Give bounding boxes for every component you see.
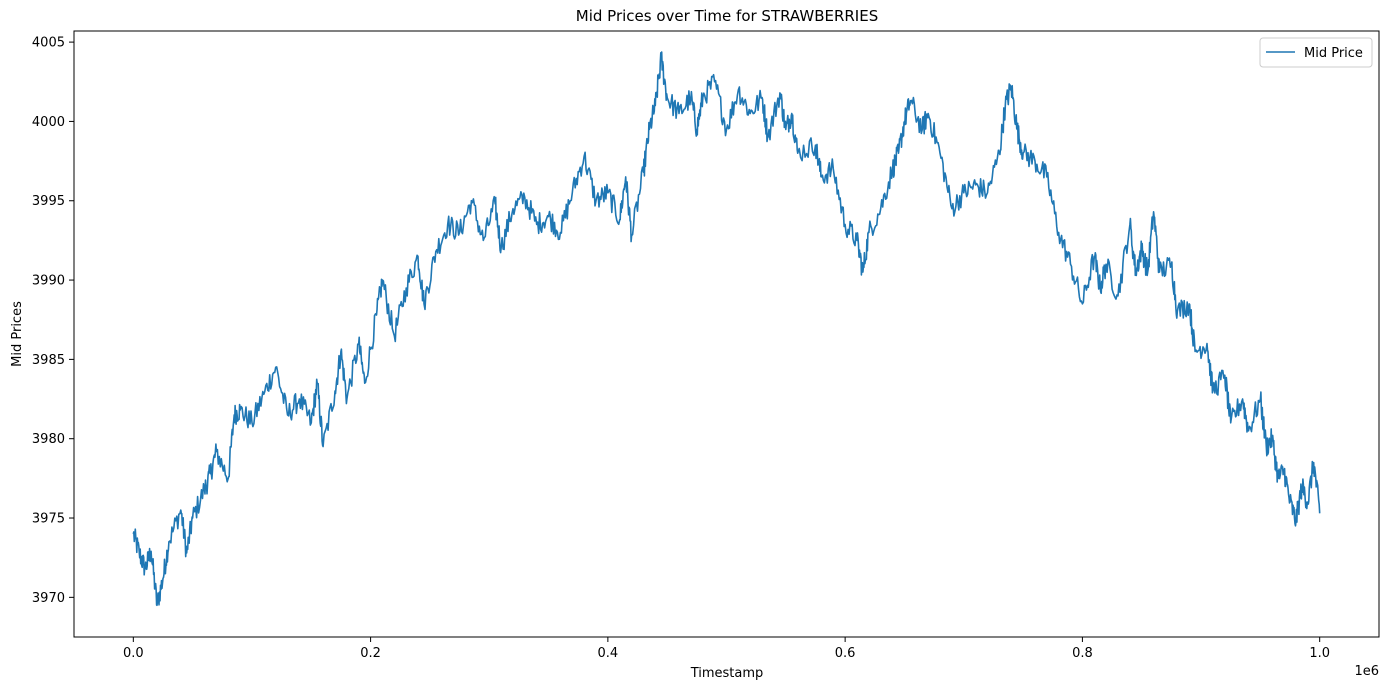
x-tick-label: 0.2 [360,646,381,661]
x-axis-offset-label: 1e6 [1354,664,1379,679]
y-tick-label: 3995 [32,194,65,209]
mid-price-series-line [132,51,1321,607]
y-tick-label: 4000 [32,115,65,130]
y-tick-label: 4005 [32,36,65,51]
y-tick-label: 3990 [32,274,65,289]
y-tick-label: 3985 [32,353,65,368]
x-tick-label: 0.8 [1072,646,1093,661]
x-tick-label: 1.0 [1309,646,1330,661]
x-tick-label: 0.6 [835,646,856,661]
legend-box [1259,37,1373,68]
y-axis-label: Mid Prices [10,301,25,367]
y-tick-label: 3975 [32,512,65,527]
y-tick-label: 3980 [32,432,65,447]
y-tick-label: 3970 [32,591,65,606]
legend-label-mid-price: Mid Price [1304,46,1363,61]
x-tick-label: 0.0 [123,646,144,661]
x-tick-label: 0.4 [598,646,619,661]
y-axis-ticks: 3970 3975 3980 3985 3990 3995 4000 4005 [32,36,74,606]
legend: Mid Price [1259,37,1373,68]
plot-area-frame [73,30,1380,638]
x-axis-label: Timestamp [690,666,764,681]
x-axis-ticks: 0.0 0.2 0.4 0.6 0.8 1.0 [123,637,1330,661]
chart-title: Mid Prices over Time for STRAWBERRIES [576,7,878,25]
